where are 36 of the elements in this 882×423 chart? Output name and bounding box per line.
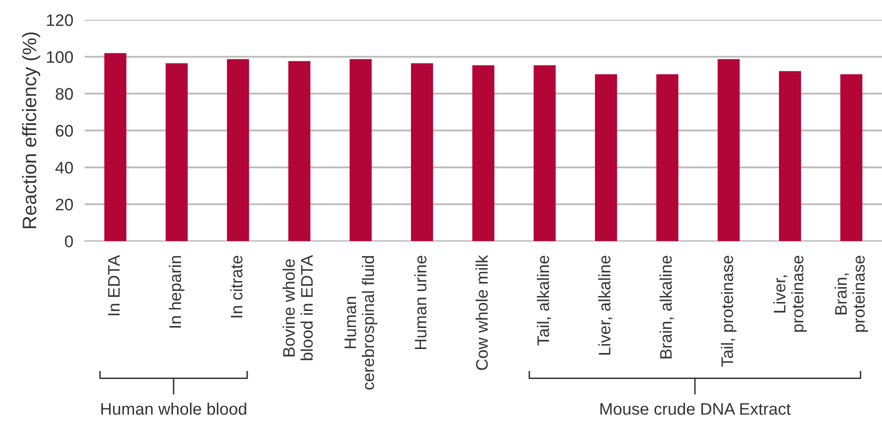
x-tick-label: Tail, alkaline <box>536 256 552 346</box>
y-tick-label: 0 <box>64 236 73 248</box>
bar <box>718 59 740 242</box>
bar <box>656 74 678 242</box>
bar <box>594 74 618 242</box>
x-tick-label: Tail, proteinase <box>720 256 736 367</box>
bar <box>410 63 434 242</box>
y-tick-label: 20 <box>56 198 73 210</box>
y-tick-label: 80 <box>56 88 73 100</box>
y-tick-label: 60 <box>56 124 73 137</box>
bar <box>350 59 372 242</box>
text: Human whole blood <box>101 402 246 415</box>
bar <box>226 59 250 242</box>
x-tick-label: Cow whole milk <box>476 254 488 370</box>
bar <box>840 74 862 242</box>
bar <box>104 53 126 242</box>
x-tick-label: In EDTA <box>108 255 120 316</box>
y-tick-label: 40 <box>55 162 73 174</box>
x-tick-label: Human cerebrospinal fluid <box>344 256 378 390</box>
x-tick-label: Liver, alkaline <box>598 256 612 355</box>
bar <box>288 61 310 242</box>
x-tick-label: In heparin <box>168 256 184 328</box>
x-tick-label: Human urine <box>414 256 426 350</box>
bar <box>534 65 556 242</box>
y-tick-label: 120 <box>47 14 73 26</box>
bar <box>166 63 188 242</box>
text: Mouse crude DNA Extract <box>600 402 791 415</box>
bar <box>778 71 802 242</box>
x-tick-label: Liver, proteinase <box>773 256 807 332</box>
y-axis-title: Reaction efficiency (%) <box>22 32 40 228</box>
bar <box>472 65 494 242</box>
x-tick-label: Bovine whole blood in EDTA <box>282 255 313 360</box>
x-tick-label: Brain, alkaline <box>660 256 674 358</box>
y-tick-label: 100 <box>47 51 73 63</box>
x-tick-label: Brain, proteinase <box>834 256 868 332</box>
x-tick-label: In citrate <box>230 256 242 318</box>
